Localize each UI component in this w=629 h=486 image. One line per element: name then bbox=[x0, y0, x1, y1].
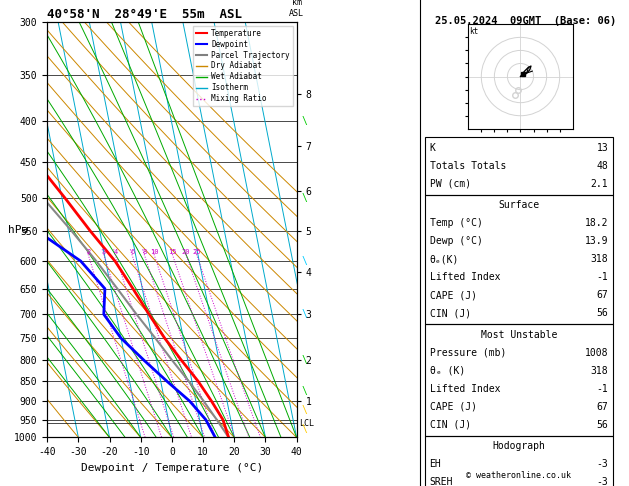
Text: 10: 10 bbox=[150, 249, 159, 255]
Text: CIN (J): CIN (J) bbox=[430, 308, 470, 318]
Text: SREH: SREH bbox=[430, 477, 453, 486]
Text: \: \ bbox=[301, 116, 307, 126]
Text: -3: -3 bbox=[596, 477, 608, 486]
Text: \: \ bbox=[301, 355, 307, 365]
Text: Hodograph: Hodograph bbox=[493, 441, 545, 451]
Text: θₑ (K): θₑ (K) bbox=[430, 366, 465, 376]
Text: 13.9: 13.9 bbox=[585, 236, 608, 246]
Text: LCL: LCL bbox=[299, 419, 314, 428]
Text: -3: -3 bbox=[596, 459, 608, 469]
Text: θₑ(K): θₑ(K) bbox=[430, 254, 459, 264]
Text: 13: 13 bbox=[596, 143, 608, 153]
Text: hPa: hPa bbox=[8, 225, 28, 235]
Legend: Temperature, Dewpoint, Parcel Trajectory, Dry Adiabat, Wet Adiabat, Isotherm, Mi: Temperature, Dewpoint, Parcel Trajectory… bbox=[192, 26, 292, 106]
Text: CAPE (J): CAPE (J) bbox=[430, 290, 477, 300]
X-axis label: Dewpoint / Temperature (°C): Dewpoint / Temperature (°C) bbox=[81, 463, 263, 473]
Text: \: \ bbox=[301, 193, 307, 203]
Text: CIN (J): CIN (J) bbox=[430, 420, 470, 430]
Text: Totals Totals: Totals Totals bbox=[430, 161, 506, 171]
Text: 15: 15 bbox=[169, 249, 177, 255]
Text: 25.05.2024  09GMT  (Base: 06): 25.05.2024 09GMT (Base: 06) bbox=[435, 16, 616, 26]
Text: \: \ bbox=[301, 386, 307, 396]
Text: 318: 318 bbox=[591, 254, 608, 264]
Text: 6: 6 bbox=[130, 249, 135, 255]
Text: 56: 56 bbox=[596, 308, 608, 318]
Text: km
ASL: km ASL bbox=[289, 0, 304, 17]
Text: 1008: 1008 bbox=[585, 348, 608, 358]
Text: 40°58'N  28°49'E  55m  ASL: 40°58'N 28°49'E 55m ASL bbox=[47, 8, 242, 21]
Text: © weatheronline.co.uk: © weatheronline.co.uk bbox=[467, 471, 571, 480]
Text: 2.1: 2.1 bbox=[591, 179, 608, 189]
Text: 318: 318 bbox=[591, 366, 608, 376]
Text: Lifted Index: Lifted Index bbox=[430, 272, 500, 282]
Text: CAPE (J): CAPE (J) bbox=[430, 402, 477, 412]
Text: 67: 67 bbox=[596, 290, 608, 300]
Text: Surface: Surface bbox=[498, 200, 540, 210]
Text: -1: -1 bbox=[596, 384, 608, 394]
Text: 20: 20 bbox=[182, 249, 191, 255]
Text: 18.2: 18.2 bbox=[585, 218, 608, 228]
Text: K: K bbox=[430, 143, 435, 153]
Text: EH: EH bbox=[430, 459, 442, 469]
Text: 25: 25 bbox=[192, 249, 201, 255]
Text: kt: kt bbox=[470, 27, 479, 36]
Text: 2: 2 bbox=[86, 249, 91, 255]
Text: Temp (°C): Temp (°C) bbox=[430, 218, 482, 228]
Text: Dewp (°C): Dewp (°C) bbox=[430, 236, 482, 246]
Text: Pressure (mb): Pressure (mb) bbox=[430, 348, 506, 358]
Text: \: \ bbox=[301, 309, 307, 319]
Text: 67: 67 bbox=[596, 402, 608, 412]
Text: -1: -1 bbox=[596, 272, 608, 282]
Text: 4: 4 bbox=[113, 249, 118, 255]
Text: 8: 8 bbox=[142, 249, 147, 255]
Text: \: \ bbox=[301, 424, 307, 434]
Text: 48: 48 bbox=[596, 161, 608, 171]
Text: Most Unstable: Most Unstable bbox=[481, 330, 557, 340]
Text: \: \ bbox=[301, 405, 307, 416]
Text: PW (cm): PW (cm) bbox=[430, 179, 470, 189]
Text: 56: 56 bbox=[596, 420, 608, 430]
Text: Lifted Index: Lifted Index bbox=[430, 384, 500, 394]
Text: 3: 3 bbox=[102, 249, 106, 255]
Text: \: \ bbox=[301, 256, 307, 266]
